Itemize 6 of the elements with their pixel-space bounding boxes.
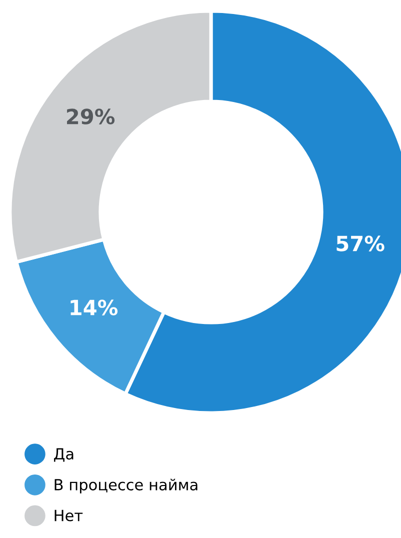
legend-label: В процессе найма <box>54 478 198 494</box>
data-label: 14% <box>70 300 118 316</box>
legend-label: Да <box>54 448 74 462</box>
data-label: 57% <box>336 236 384 252</box>
data-label: 29% <box>67 108 115 124</box>
legend-label: Нет <box>54 510 83 522</box>
